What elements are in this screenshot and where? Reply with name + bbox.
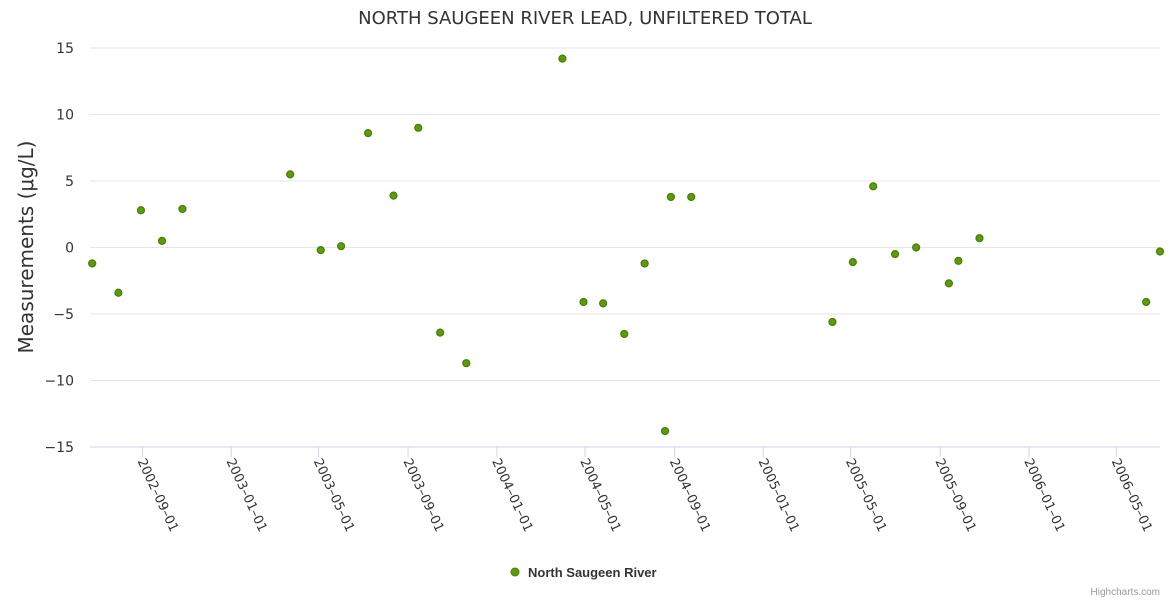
y-tick-label: −15 xyxy=(44,440,74,456)
data-point[interactable] xyxy=(178,204,187,214)
chart-title: NORTH SAUGEEN RIVER LEAD, UNFILTERED TOT… xyxy=(358,8,812,29)
data-point[interactable] xyxy=(337,242,346,251)
data-point[interactable] xyxy=(414,123,423,132)
data-point[interactable] xyxy=(558,54,567,63)
y-tick-label: −5 xyxy=(53,307,74,323)
credits-link[interactable]: Highcharts.com xyxy=(1091,587,1160,598)
data-point[interactable] xyxy=(912,243,921,252)
data-point[interactable] xyxy=(286,170,295,179)
data-point[interactable] xyxy=(869,182,878,191)
data-point[interactable] xyxy=(890,250,900,259)
data-point[interactable] xyxy=(316,246,325,255)
data-point[interactable] xyxy=(1155,247,1165,256)
data-point[interactable] xyxy=(954,256,963,265)
data-point[interactable] xyxy=(157,236,167,245)
data-point[interactable] xyxy=(848,258,857,267)
data-point[interactable] xyxy=(462,359,471,368)
legend[interactable]: North Saugeen River xyxy=(510,565,657,580)
data-point[interactable] xyxy=(389,191,398,200)
data-point[interactable] xyxy=(436,328,445,337)
y-axis: 15 10 5 0 −5 −10 −15 xyxy=(44,41,74,456)
series-north-saugeen-river xyxy=(88,54,1165,436)
legend-marker xyxy=(510,567,520,577)
data-point[interactable] xyxy=(944,279,954,288)
data-point[interactable] xyxy=(1142,297,1151,307)
y-axis-label: Measurements (μg/L) xyxy=(14,141,38,354)
data-point[interactable] xyxy=(599,299,608,308)
y-tick-label: −10 xyxy=(44,374,74,390)
data-point[interactable] xyxy=(363,129,373,138)
legend-item-north-saugeen-river[interactable]: North Saugeen River xyxy=(528,565,657,580)
data-point[interactable] xyxy=(828,317,837,327)
data-point[interactable] xyxy=(620,329,629,339)
gridlines xyxy=(90,47,1160,448)
y-tick-label: 0 xyxy=(65,241,74,257)
data-point[interactable] xyxy=(136,206,146,215)
data-point[interactable] xyxy=(579,297,588,307)
y-tick-label: 10 xyxy=(56,108,74,124)
y-tick-label: 5 xyxy=(65,174,74,190)
data-point[interactable] xyxy=(687,192,696,202)
data-point[interactable] xyxy=(114,288,123,297)
data-point[interactable] xyxy=(666,192,675,202)
data-point[interactable] xyxy=(660,426,670,436)
y-tick-label: 15 xyxy=(56,41,74,57)
data-point[interactable] xyxy=(975,234,984,243)
data-point[interactable] xyxy=(88,259,97,268)
data-point[interactable] xyxy=(640,259,649,268)
